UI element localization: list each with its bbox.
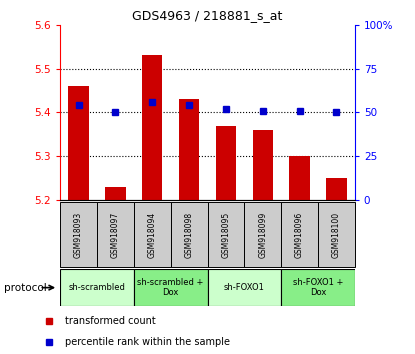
Text: GSM918096: GSM918096 <box>295 211 304 258</box>
FancyBboxPatch shape <box>134 202 171 267</box>
Text: GSM918095: GSM918095 <box>222 211 230 258</box>
Text: GSM918100: GSM918100 <box>332 211 341 258</box>
Text: percentile rank within the sample: percentile rank within the sample <box>65 337 229 347</box>
FancyBboxPatch shape <box>318 202 355 267</box>
FancyBboxPatch shape <box>281 269 355 306</box>
FancyBboxPatch shape <box>134 269 208 306</box>
FancyBboxPatch shape <box>60 269 134 306</box>
Bar <box>142 56 162 200</box>
Text: GSM918099: GSM918099 <box>258 211 267 258</box>
Bar <box>253 130 273 200</box>
Text: GSM918098: GSM918098 <box>185 211 193 258</box>
FancyBboxPatch shape <box>97 202 134 267</box>
FancyBboxPatch shape <box>244 202 281 267</box>
FancyBboxPatch shape <box>171 202 208 267</box>
Text: sh-FOXO1 +
Dox: sh-FOXO1 + Dox <box>293 278 343 297</box>
FancyBboxPatch shape <box>208 269 281 306</box>
FancyBboxPatch shape <box>60 202 97 267</box>
FancyBboxPatch shape <box>208 202 244 267</box>
Text: GSM918097: GSM918097 <box>111 211 120 258</box>
Text: sh-scrambled +
Dox: sh-scrambled + Dox <box>137 278 204 297</box>
Bar <box>216 126 236 200</box>
Text: sh-scrambled: sh-scrambled <box>68 283 125 292</box>
Text: transformed count: transformed count <box>65 316 155 326</box>
Text: protocol: protocol <box>4 282 47 293</box>
Bar <box>326 178 347 200</box>
Bar <box>105 187 126 200</box>
Text: GSM918094: GSM918094 <box>148 211 157 258</box>
Title: GDS4963 / 218881_s_at: GDS4963 / 218881_s_at <box>132 9 283 22</box>
Bar <box>289 156 310 200</box>
Text: sh-FOXO1: sh-FOXO1 <box>224 283 265 292</box>
FancyBboxPatch shape <box>281 202 318 267</box>
Bar <box>68 86 89 200</box>
Text: GSM918093: GSM918093 <box>74 211 83 258</box>
Bar <box>179 99 199 200</box>
